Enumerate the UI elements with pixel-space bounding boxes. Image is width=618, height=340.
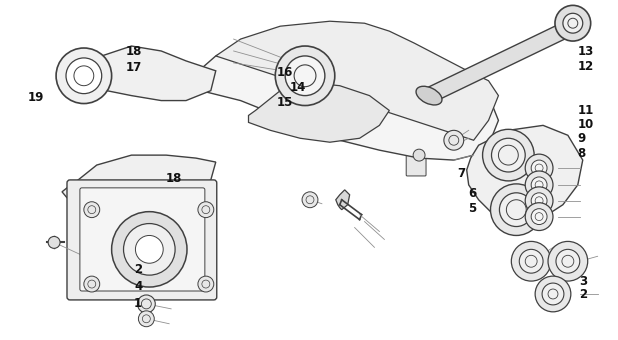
Circle shape	[48, 236, 60, 248]
Circle shape	[519, 249, 543, 273]
Circle shape	[491, 138, 525, 172]
Circle shape	[542, 283, 564, 305]
Circle shape	[511, 241, 551, 281]
Text: 5: 5	[468, 202, 476, 215]
Circle shape	[531, 193, 547, 209]
Circle shape	[531, 160, 547, 176]
FancyBboxPatch shape	[406, 152, 426, 176]
Text: 2: 2	[134, 263, 142, 276]
Circle shape	[285, 56, 325, 96]
Text: 15: 15	[277, 96, 294, 109]
Text: 18: 18	[126, 45, 142, 58]
Circle shape	[124, 224, 175, 275]
Text: 19: 19	[28, 91, 44, 104]
Circle shape	[555, 5, 591, 41]
Text: 12: 12	[577, 59, 594, 73]
Polygon shape	[176, 36, 499, 160]
Circle shape	[525, 171, 553, 199]
Circle shape	[56, 48, 112, 104]
Polygon shape	[216, 21, 499, 140]
Polygon shape	[62, 155, 216, 200]
Text: 17: 17	[126, 61, 142, 74]
Circle shape	[302, 192, 318, 208]
Text: 3: 3	[578, 275, 587, 288]
Text: 4: 4	[134, 280, 142, 293]
Text: 1: 1	[134, 297, 142, 310]
Circle shape	[531, 209, 547, 224]
Text: 14: 14	[289, 81, 306, 94]
Circle shape	[525, 187, 553, 215]
Text: 10: 10	[577, 118, 594, 131]
Text: 8: 8	[577, 147, 586, 160]
FancyBboxPatch shape	[67, 180, 217, 300]
Text: 16: 16	[277, 66, 294, 79]
Circle shape	[491, 184, 542, 236]
Text: 9: 9	[577, 133, 586, 146]
Text: 7: 7	[457, 167, 465, 180]
Circle shape	[84, 276, 99, 292]
Circle shape	[198, 202, 214, 218]
Circle shape	[198, 276, 214, 292]
Circle shape	[563, 13, 583, 33]
Text: 2: 2	[578, 288, 587, 301]
Circle shape	[499, 193, 533, 226]
Circle shape	[112, 212, 187, 287]
Polygon shape	[62, 46, 216, 101]
FancyBboxPatch shape	[80, 188, 205, 291]
Circle shape	[548, 241, 588, 281]
Polygon shape	[426, 24, 566, 103]
Circle shape	[137, 295, 155, 313]
Polygon shape	[336, 190, 350, 210]
Text: 13: 13	[577, 46, 594, 58]
Ellipse shape	[416, 86, 442, 105]
Circle shape	[84, 202, 99, 218]
Circle shape	[66, 58, 102, 94]
Polygon shape	[467, 125, 583, 220]
Circle shape	[556, 249, 580, 273]
Circle shape	[135, 236, 163, 263]
Circle shape	[138, 311, 154, 327]
Circle shape	[525, 203, 553, 231]
Circle shape	[275, 46, 335, 105]
Polygon shape	[248, 83, 389, 142]
Text: 18: 18	[166, 172, 182, 185]
Circle shape	[413, 149, 425, 161]
Circle shape	[483, 129, 534, 181]
Circle shape	[525, 154, 553, 182]
Circle shape	[444, 130, 464, 150]
Circle shape	[531, 177, 547, 193]
Text: 11: 11	[577, 104, 594, 117]
Circle shape	[535, 276, 571, 312]
Text: 6: 6	[468, 187, 476, 200]
